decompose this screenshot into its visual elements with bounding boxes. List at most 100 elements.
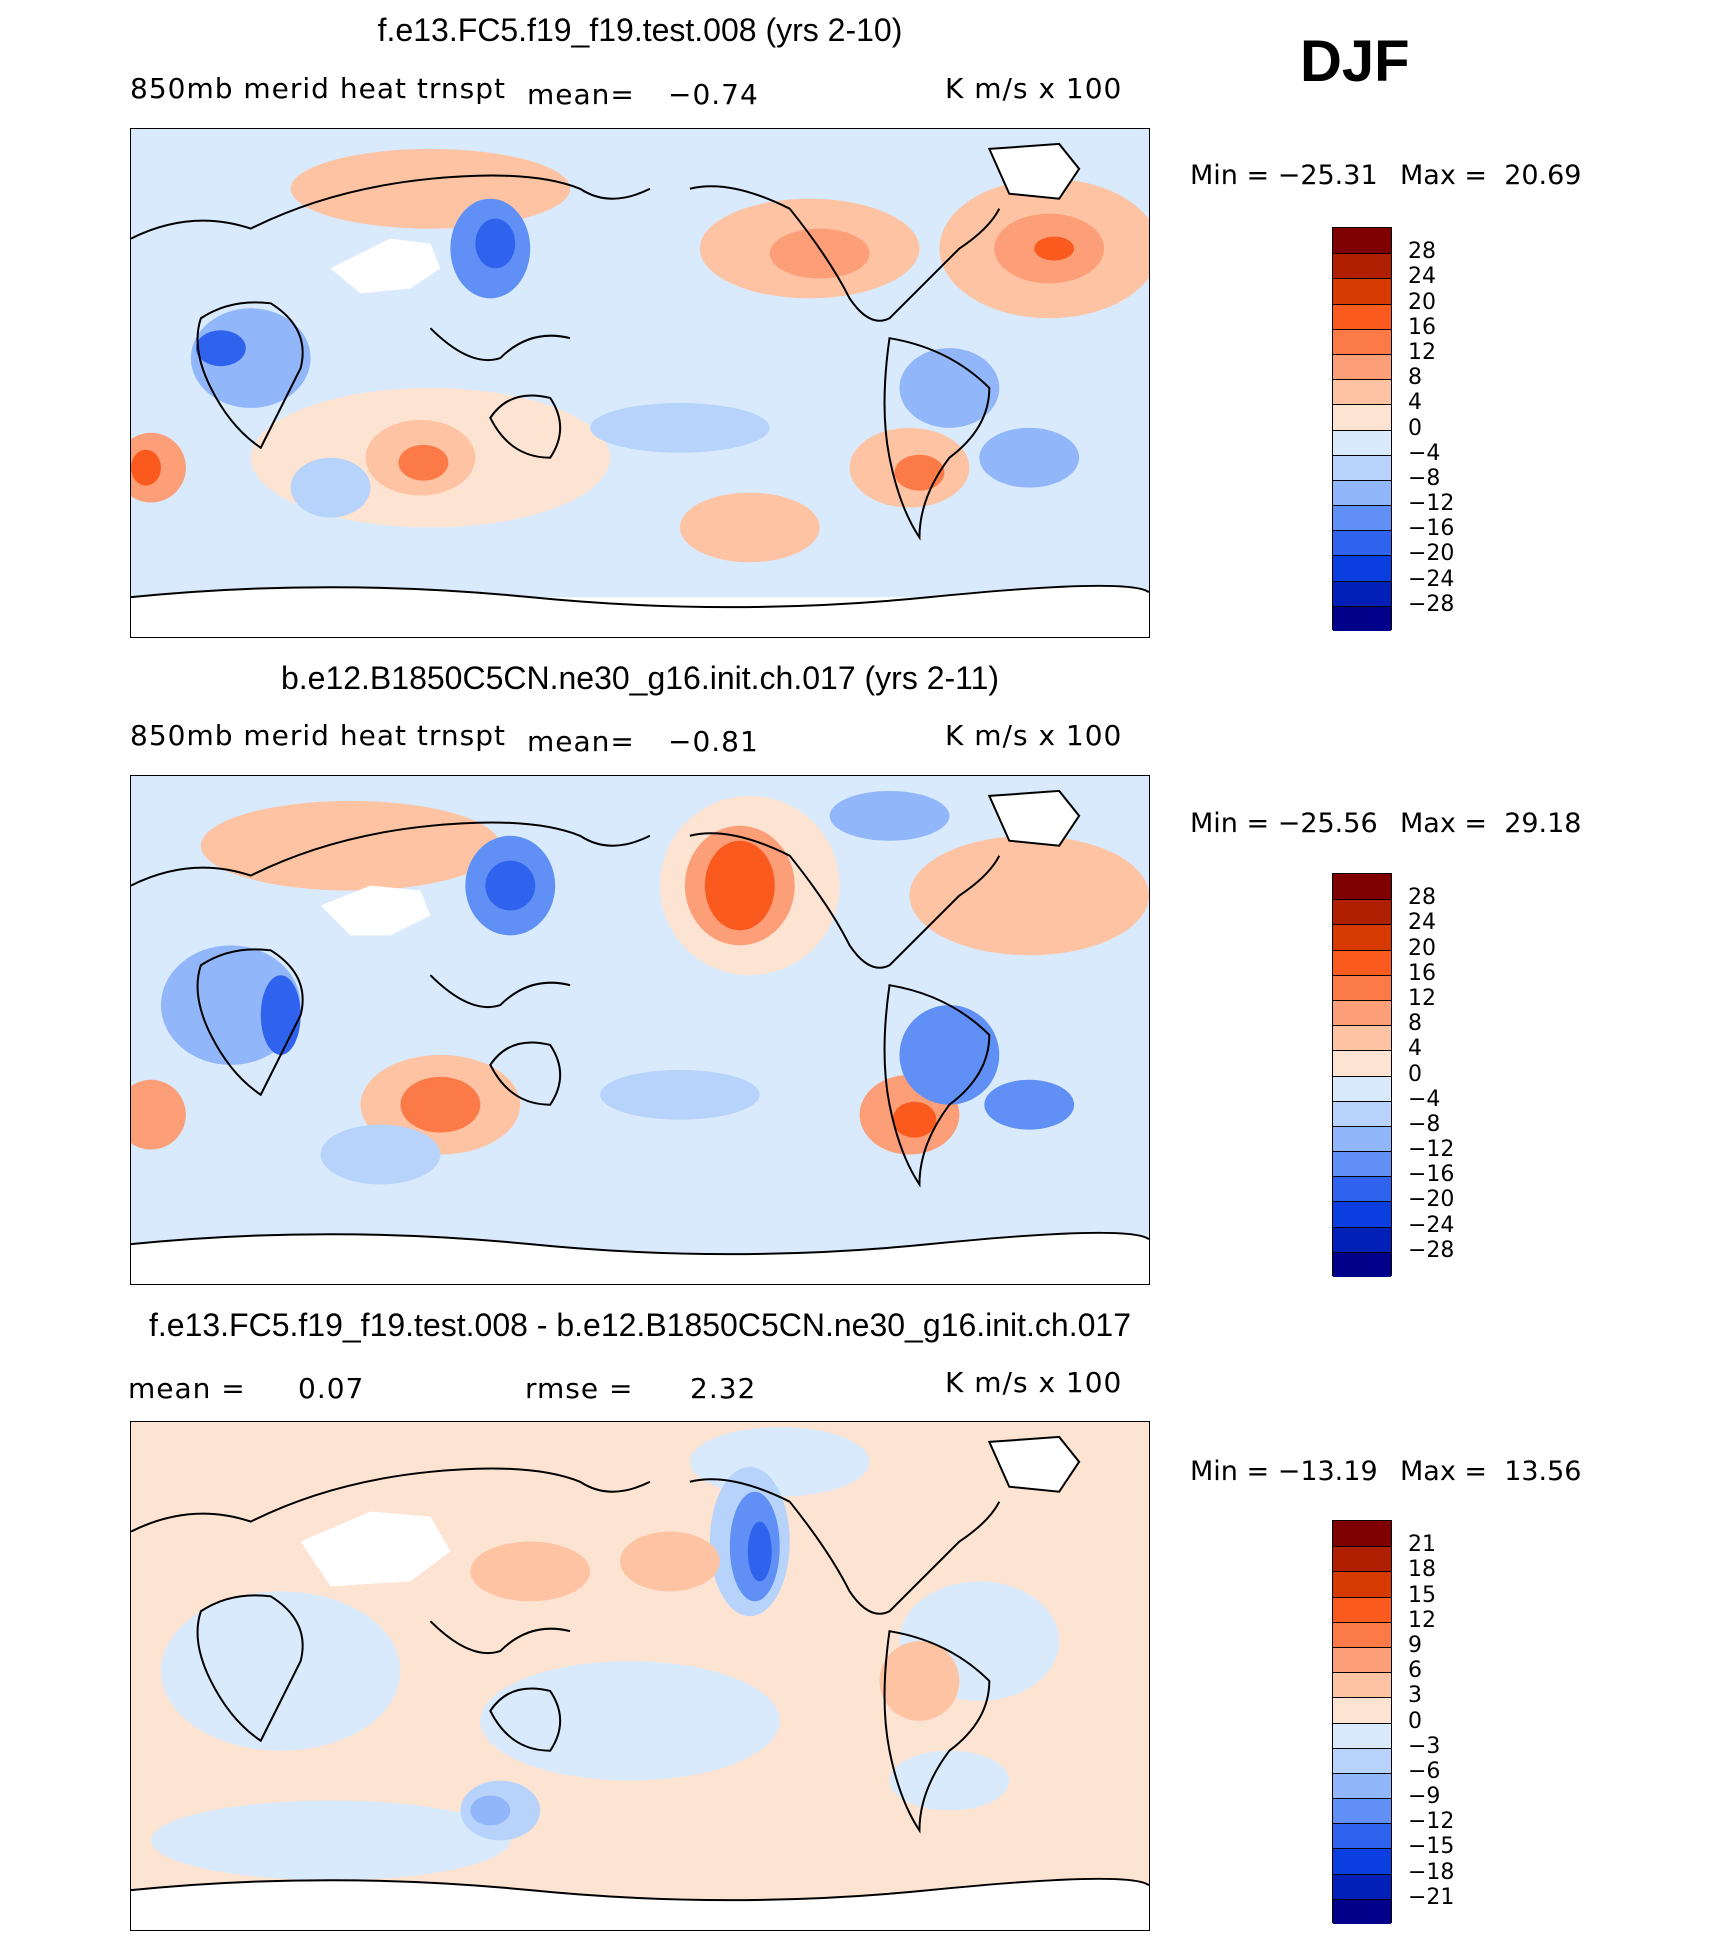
colorbar-tick-label: 0 — [1408, 1061, 1422, 1087]
panel-2-mean-label: mean= — [527, 725, 635, 758]
colorbar-swatch — [1333, 303, 1391, 329]
colorbar-swatch — [1333, 1571, 1391, 1597]
colorbar-swatch — [1333, 253, 1391, 279]
panel-2-contour-field — [131, 776, 1149, 1284]
colorbar-swatch — [1333, 580, 1391, 606]
colorbar-swatch — [1333, 1025, 1391, 1051]
panel-1-units: K m/s x 100 — [945, 72, 1123, 105]
colorbar-tick-label: 12 — [1408, 985, 1436, 1011]
colorbar-tick-label: 12 — [1408, 339, 1436, 365]
colorbar-swatch — [1333, 278, 1391, 304]
colorbar-swatch — [1333, 1251, 1391, 1277]
colorbar-tick-label: −24 — [1408, 566, 1455, 592]
colorbar-swatch — [1333, 1672, 1391, 1698]
panel-1-min: Min = −25.31 — [1190, 160, 1378, 191]
colorbar-tick-label: −3 — [1408, 1733, 1441, 1759]
colorbar-swatch — [1333, 1226, 1391, 1252]
colorbar-swatch — [1333, 1697, 1391, 1723]
colorbar-swatch — [1333, 454, 1391, 480]
colorbar-swatch — [1333, 1176, 1391, 1202]
panel-3-rmse-value: 2.32 — [690, 1372, 757, 1405]
colorbar-tick-label: 24 — [1408, 264, 1436, 290]
colorbar-swatch — [1333, 899, 1391, 925]
colorbar-tick-label: −8 — [1408, 1111, 1441, 1137]
colorbar-tick-label: 21 — [1408, 1532, 1436, 1558]
panel-2-map — [130, 775, 1150, 1285]
panel-3-rmse-label: rmse = — [525, 1372, 634, 1405]
colorbar-tick-label: 6 — [1408, 1658, 1422, 1684]
colorbar-swatch — [1333, 379, 1391, 405]
colorbar-swatch — [1333, 1823, 1391, 1849]
panel-2-units: K m/s x 100 — [945, 719, 1123, 752]
panel-2-title: b.e12.B1850C5CN.ne30_g16.init.ch.017 (yr… — [280, 660, 1000, 696]
colorbar-tick-label: −12 — [1408, 1137, 1455, 1163]
season-label: DJF — [1300, 29, 1410, 94]
colorbar-tick-label: 9 — [1408, 1632, 1422, 1658]
panel-1-variable: 850mb merid heat trnspt — [130, 72, 506, 105]
colorbar-swatch — [1333, 1546, 1391, 1572]
colorbar-tick-label: −12 — [1408, 491, 1455, 517]
panel-2-variable: 850mb merid heat trnspt — [130, 719, 506, 752]
colorbar-tick-label: −6 — [1408, 1758, 1441, 1784]
colorbar-tick-label: 4 — [1408, 1036, 1422, 1062]
colorbar-swatch — [1333, 1201, 1391, 1227]
colorbar-tick-label: −4 — [1408, 440, 1441, 466]
colorbar-swatch — [1333, 1075, 1391, 1101]
colorbar-tick-label: 16 — [1408, 960, 1436, 986]
colorbar-swatch — [1333, 228, 1391, 254]
colorbar-swatch — [1333, 505, 1391, 531]
colorbar-tick-label: −21 — [1408, 1884, 1455, 1910]
colorbar-tick-label: −8 — [1408, 465, 1441, 491]
colorbar-swatch — [1333, 1646, 1391, 1673]
panel-2-colorbar — [1332, 873, 1392, 1277]
colorbar-tick-label: −28 — [1408, 1237, 1455, 1263]
colorbar-tick-label: −18 — [1408, 1859, 1455, 1885]
colorbar-tick-label: 8 — [1408, 1011, 1422, 1037]
colorbar-swatch — [1333, 1898, 1391, 1924]
colorbar-tick-label: −15 — [1408, 1834, 1455, 1860]
colorbar-tick-label: 16 — [1408, 314, 1436, 340]
panel-1-contour-field — [131, 129, 1149, 637]
colorbar-swatch — [1333, 1596, 1391, 1622]
panel-1-mean-label: mean= — [527, 78, 635, 111]
panel-3-title: f.e13.FC5.f19_f19.test.008 - b.e12.B1850… — [148, 1307, 1131, 1343]
colorbar-tick-label: 15 — [1408, 1582, 1436, 1608]
panel-1-title: f.e13.FC5.f19_f19.test.008 (yrs 2-10) — [377, 12, 903, 48]
panel-2-mean-value: −0.81 — [668, 725, 759, 758]
colorbar-tick-label: 20 — [1408, 289, 1436, 315]
colorbar-tick-label: 12 — [1408, 1607, 1436, 1633]
panel-3-map — [130, 1421, 1150, 1931]
colorbar-swatch — [1333, 555, 1391, 581]
panel-2-max: Max = 29.18 — [1400, 808, 1582, 839]
colorbar-swatch — [1333, 605, 1391, 631]
colorbar-swatch — [1333, 479, 1391, 506]
panel-3-colorbar — [1332, 1520, 1392, 1924]
colorbar-swatch — [1333, 1747, 1391, 1773]
colorbar-tick-label: −20 — [1408, 541, 1455, 567]
colorbar-tick-label: −28 — [1408, 591, 1455, 617]
colorbar-swatch — [1333, 949, 1391, 975]
panel-3-min: Min = −13.19 — [1190, 1456, 1378, 1487]
panel-3-max: Max = 13.56 — [1400, 1456, 1582, 1487]
colorbar-swatch — [1333, 1621, 1391, 1647]
colorbar-tick-label: −20 — [1408, 1187, 1455, 1213]
colorbar-swatch — [1333, 1100, 1391, 1126]
colorbar-swatch — [1333, 924, 1391, 950]
colorbar-swatch — [1333, 1521, 1391, 1547]
colorbar-tick-label: −16 — [1408, 1162, 1455, 1188]
colorbar-tick-label: 28 — [1408, 885, 1436, 911]
colorbar-tick-label: 28 — [1408, 239, 1436, 265]
colorbar-tick-label: 18 — [1408, 1557, 1436, 1583]
panel-1-max: Max = 20.69 — [1400, 160, 1582, 191]
colorbar-swatch — [1333, 429, 1391, 455]
colorbar-swatch — [1333, 404, 1391, 430]
colorbar-tick-label: −16 — [1408, 516, 1455, 542]
colorbar-swatch — [1333, 874, 1391, 900]
colorbar-tick-label: 24 — [1408, 910, 1436, 936]
colorbar-swatch — [1333, 1125, 1391, 1152]
colorbar-swatch — [1333, 530, 1391, 556]
colorbar-swatch — [1333, 999, 1391, 1026]
colorbar-swatch — [1333, 1798, 1391, 1824]
colorbar-swatch — [1333, 353, 1391, 380]
